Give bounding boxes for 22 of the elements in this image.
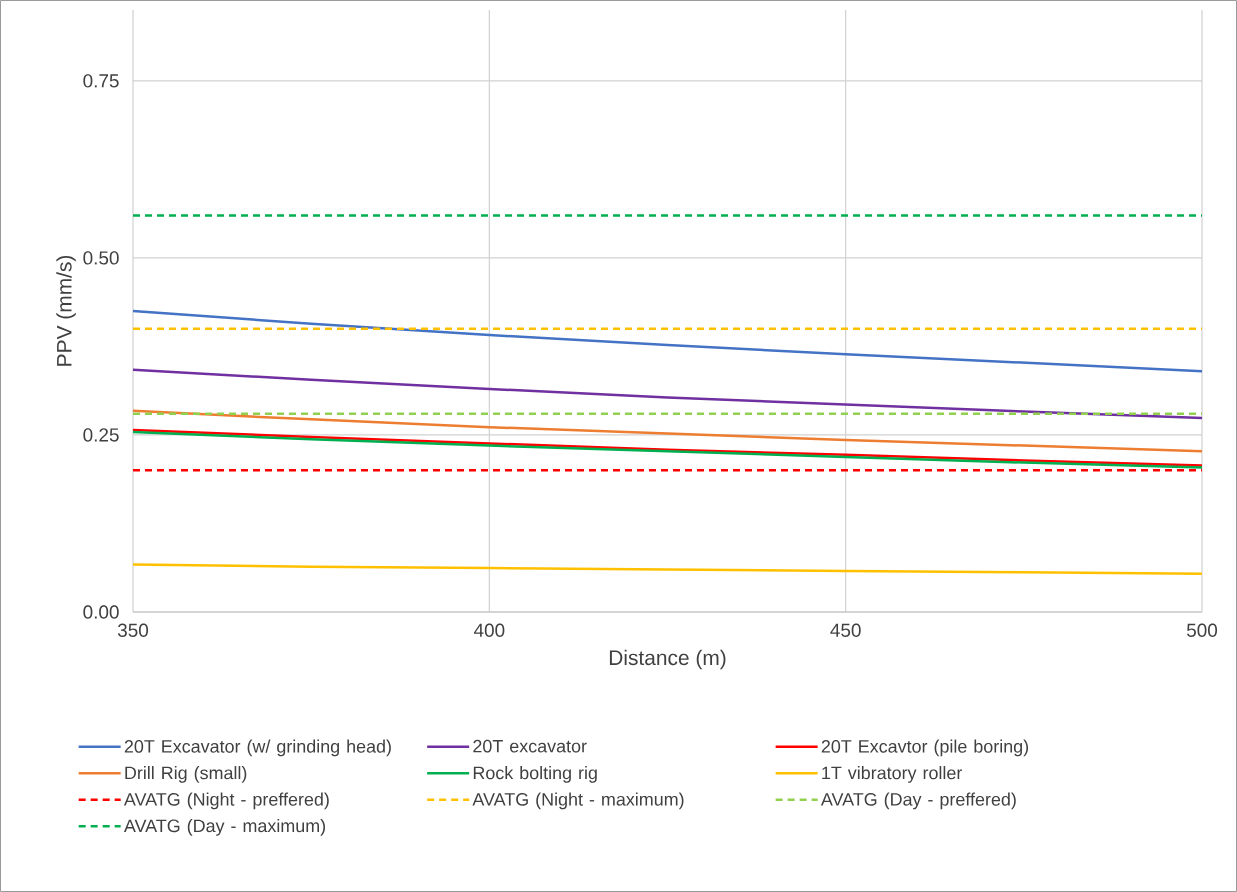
- x-tick-label: 500: [1186, 623, 1218, 637]
- legend-label: 20T excavator: [473, 739, 587, 753]
- legend-label: 20T Excavtor (pile boring): [821, 739, 1029, 757]
- y-tick-label: 0.25: [83, 428, 119, 442]
- y-tick-label: 0.00: [83, 605, 119, 619]
- line-series: [131, 563, 1204, 575]
- y-tick-label: 0.75: [83, 74, 119, 88]
- legend-label: Rock bolting rig: [473, 766, 597, 783]
- y-tick-label: 0.50: [83, 251, 119, 265]
- legend-label: AVATG (Day - maximum): [123, 819, 326, 836]
- y-axis-title: PPV (mm/s): [56, 255, 76, 366]
- x-tick-label: 400: [473, 623, 505, 637]
- legend-label: AVATG (Night - maximum): [472, 792, 684, 810]
- line-series: [131, 409, 1204, 453]
- x-axis-title: Distance (m): [609, 649, 726, 670]
- legend-label: AVATG (Night - preffered): [123, 792, 329, 810]
- legend-label: 1T vibratory roller: [822, 766, 963, 783]
- x-tick-label: 350: [117, 623, 149, 637]
- legend-label: AVATG (Day - preffered): [820, 792, 1016, 810]
- legend-label: 20T Excavator (w/ grinding head): [124, 739, 391, 757]
- x-tick-label: 450: [830, 623, 861, 637]
- legend-label: Drill Rig (small): [125, 766, 247, 783]
